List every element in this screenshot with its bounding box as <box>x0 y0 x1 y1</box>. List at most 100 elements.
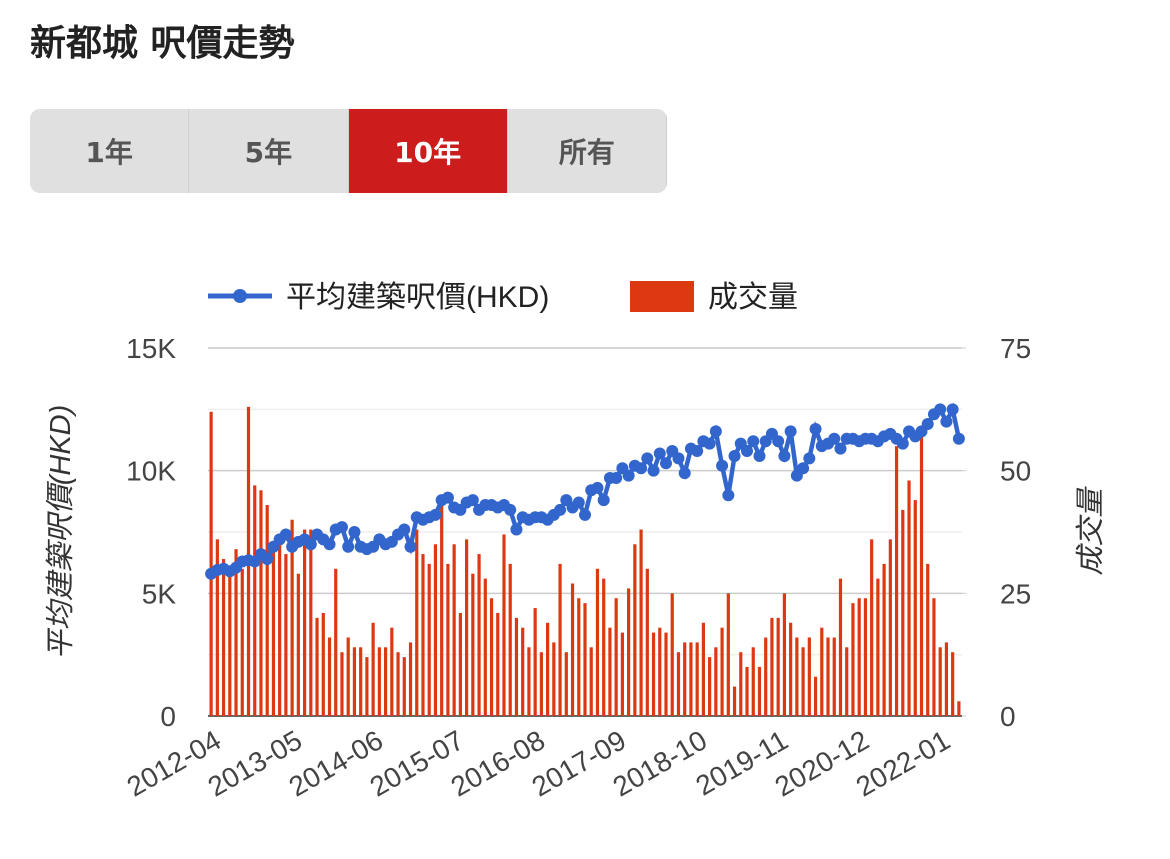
bar <box>944 642 949 716</box>
bar <box>309 529 313 716</box>
bar <box>321 612 325 716</box>
bar <box>676 652 681 716</box>
y-tick-label: 5K <box>142 578 177 609</box>
range-tab[interactable]: 10年 <box>348 109 508 193</box>
bar <box>371 622 375 716</box>
bar <box>340 652 344 716</box>
bar <box>477 554 481 716</box>
point <box>647 464 660 477</box>
point <box>834 442 847 455</box>
point <box>934 403 947 416</box>
bar <box>302 529 307 716</box>
bar <box>483 578 487 716</box>
y2-tick-label: 0 <box>1000 701 1016 732</box>
x-tick-label: 2018-10 <box>608 724 712 802</box>
bar <box>894 446 899 716</box>
range-tab[interactable]: 1年 <box>30 109 190 193</box>
bar <box>832 637 836 716</box>
bar <box>845 647 849 716</box>
bar <box>271 549 276 716</box>
point <box>797 462 810 475</box>
legend-label: 成交量 <box>708 281 798 314</box>
bar <box>658 627 662 716</box>
bar <box>689 642 693 716</box>
bar <box>452 544 456 716</box>
point <box>335 521 348 534</box>
bar <box>253 485 257 716</box>
point <box>610 472 623 485</box>
point <box>741 445 754 458</box>
point <box>784 425 797 438</box>
bar <box>739 652 743 716</box>
bar <box>857 598 861 716</box>
bar <box>957 701 961 716</box>
point <box>261 552 274 565</box>
bar <box>352 647 357 716</box>
bar <box>870 539 874 716</box>
y-tick-label: 15K <box>126 333 176 364</box>
point <box>691 445 704 458</box>
bar <box>951 652 955 716</box>
bar <box>901 509 905 716</box>
point <box>828 432 841 445</box>
bar <box>888 539 892 716</box>
point <box>672 452 685 465</box>
bar <box>639 529 643 716</box>
bar <box>496 612 500 716</box>
bar <box>533 608 537 716</box>
bar <box>552 642 556 716</box>
point <box>709 425 722 438</box>
bar <box>471 573 475 716</box>
bar <box>670 593 674 716</box>
bar <box>714 647 718 716</box>
point <box>323 538 336 551</box>
bar <box>514 617 519 716</box>
point <box>441 491 454 504</box>
range-tab[interactable]: 所有 <box>508 109 667 193</box>
bar <box>782 593 787 716</box>
bar <box>315 617 319 716</box>
bar <box>334 568 338 716</box>
bar <box>564 652 568 716</box>
bar <box>570 583 575 716</box>
point <box>635 462 648 475</box>
x-tick-label: 2022-01 <box>851 724 955 802</box>
bar <box>708 657 712 716</box>
bar <box>851 603 855 716</box>
point <box>622 469 635 482</box>
bar <box>521 627 525 716</box>
bar <box>259 490 263 716</box>
bar <box>415 529 419 716</box>
bar <box>926 563 930 716</box>
range-tab[interactable]: 5年 <box>189 109 349 193</box>
legend-swatch <box>630 281 694 312</box>
bar <box>820 627 824 716</box>
point <box>772 435 785 448</box>
point <box>342 540 355 553</box>
bar <box>383 647 388 716</box>
range-tabs: 1年 5年 10年 所有 <box>30 109 667 193</box>
bar <box>265 505 269 716</box>
bar <box>427 563 431 716</box>
y-tick-label: 0 <box>160 701 176 732</box>
point <box>510 523 523 536</box>
bar <box>664 632 668 716</box>
bar <box>433 544 438 716</box>
bar <box>789 622 793 716</box>
point <box>921 418 934 431</box>
bar <box>589 647 593 716</box>
bar <box>458 612 462 716</box>
bar <box>421 554 425 716</box>
point <box>722 489 735 502</box>
bar <box>764 637 768 716</box>
bar <box>446 563 450 716</box>
bar <box>732 686 737 716</box>
bar <box>602 578 606 716</box>
bar <box>228 573 232 716</box>
point <box>753 449 766 462</box>
bar <box>614 598 618 716</box>
bar <box>465 539 469 716</box>
bar <box>215 539 219 716</box>
point <box>504 503 517 516</box>
